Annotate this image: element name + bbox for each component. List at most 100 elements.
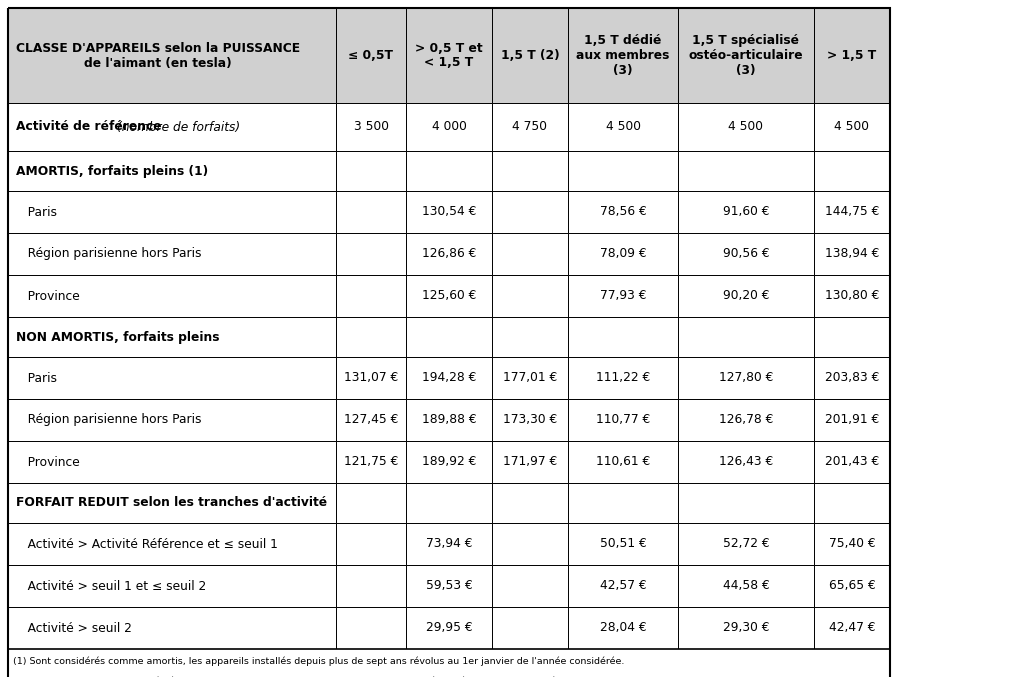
Bar: [406, 233, 492, 275]
Bar: [8, 649, 890, 677]
Text: 50,51 €: 50,51 €: [600, 538, 646, 550]
Text: Paris: Paris: [16, 206, 57, 219]
Bar: [336, 523, 406, 565]
Text: FORFAIT REDUIT selon les tranches d'activité: FORFAIT REDUIT selon les tranches d'acti…: [16, 496, 327, 510]
Bar: [406, 607, 492, 649]
Bar: [336, 8, 406, 103]
Text: Province: Province: [16, 290, 80, 303]
Text: ≤ 0,5T: ≤ 0,5T: [348, 49, 393, 62]
Bar: [814, 191, 890, 233]
Text: 127,45 €: 127,45 €: [344, 414, 398, 427]
Text: 90,20 €: 90,20 €: [723, 290, 769, 303]
Bar: [8, 8, 336, 103]
Text: 126,43 €: 126,43 €: [719, 456, 773, 468]
Text: 121,75 €: 121,75 €: [344, 456, 398, 468]
Bar: [492, 233, 568, 275]
Text: Région parisienne hors Paris: Région parisienne hors Paris: [16, 414, 202, 427]
Text: 73,94 €: 73,94 €: [426, 538, 472, 550]
Text: 126,86 €: 126,86 €: [422, 248, 476, 261]
Bar: [406, 565, 492, 607]
Bar: [406, 103, 492, 151]
Bar: [336, 399, 406, 441]
Bar: [814, 399, 890, 441]
Bar: [814, 483, 890, 523]
Text: 127,80 €: 127,80 €: [719, 372, 773, 385]
Text: 110,61 €: 110,61 €: [596, 456, 650, 468]
Text: Région parisienne hors Paris: Région parisienne hors Paris: [16, 248, 202, 261]
Bar: [568, 523, 678, 565]
Text: 173,30 €: 173,30 €: [503, 414, 557, 427]
Bar: [568, 191, 678, 233]
Text: Activité > seuil 2: Activité > seuil 2: [16, 621, 132, 634]
Bar: [8, 357, 336, 399]
Bar: [568, 483, 678, 523]
Text: 189,88 €: 189,88 €: [422, 414, 476, 427]
Bar: [8, 607, 336, 649]
Bar: [8, 483, 336, 523]
Text: 90,56 €: 90,56 €: [723, 248, 769, 261]
Text: 28,04 €: 28,04 €: [600, 621, 646, 634]
Bar: [406, 8, 492, 103]
Bar: [678, 607, 814, 649]
Bar: [8, 565, 336, 607]
Bar: [568, 103, 678, 151]
Bar: [8, 275, 336, 317]
Bar: [336, 191, 406, 233]
Bar: [336, 233, 406, 275]
Text: Province: Province: [16, 456, 80, 468]
Bar: [678, 357, 814, 399]
Bar: [492, 8, 568, 103]
Bar: [678, 8, 814, 103]
Bar: [406, 275, 492, 317]
Bar: [568, 607, 678, 649]
Text: 144,75 €: 144,75 €: [824, 206, 880, 219]
Bar: [678, 103, 814, 151]
Bar: [678, 317, 814, 357]
Bar: [814, 565, 890, 607]
Bar: [492, 357, 568, 399]
Text: 1,5 T spécialisé
ostéo-articulaire
(3): 1,5 T spécialisé ostéo-articulaire (3): [689, 34, 803, 77]
Bar: [8, 151, 336, 191]
Bar: [336, 357, 406, 399]
Bar: [406, 151, 492, 191]
Text: (nombre de forfaits): (nombre de forfaits): [117, 121, 240, 133]
Bar: [8, 317, 336, 357]
Bar: [336, 317, 406, 357]
Text: 110,77 €: 110,77 €: [596, 414, 650, 427]
Text: 194,28 €: 194,28 €: [422, 372, 476, 385]
Text: 201,43 €: 201,43 €: [825, 456, 880, 468]
Text: 52,72 €: 52,72 €: [723, 538, 769, 550]
Text: 203,83 €: 203,83 €: [824, 372, 880, 385]
Text: 4 500: 4 500: [728, 121, 764, 133]
Text: 65,65 €: 65,65 €: [828, 580, 876, 592]
Bar: [814, 523, 890, 565]
Bar: [678, 441, 814, 483]
Text: 59,53 €: 59,53 €: [426, 580, 472, 592]
Bar: [8, 191, 336, 233]
Text: Activité > seuil 1 et ≤ seuil 2: Activité > seuil 1 et ≤ seuil 2: [16, 580, 206, 592]
Bar: [8, 103, 336, 151]
Bar: [406, 441, 492, 483]
Text: 189,92 €: 189,92 €: [422, 456, 476, 468]
Bar: [814, 151, 890, 191]
Text: 42,57 €: 42,57 €: [600, 580, 646, 592]
Bar: [678, 233, 814, 275]
Bar: [8, 399, 336, 441]
Text: 111,22 €: 111,22 €: [596, 372, 650, 385]
Bar: [492, 275, 568, 317]
Text: 177,01 €: 177,01 €: [503, 372, 557, 385]
Bar: [8, 233, 336, 275]
Text: 126,78 €: 126,78 €: [719, 414, 773, 427]
Text: 125,60 €: 125,60 €: [422, 290, 476, 303]
Text: > 1,5 T: > 1,5 T: [827, 49, 877, 62]
Text: 4 750: 4 750: [512, 121, 548, 133]
Bar: [492, 607, 568, 649]
Bar: [406, 191, 492, 233]
Bar: [336, 607, 406, 649]
Bar: [814, 275, 890, 317]
Text: 138,94 €: 138,94 €: [824, 248, 880, 261]
Bar: [336, 483, 406, 523]
Text: 171,97 €: 171,97 €: [503, 456, 557, 468]
Bar: [678, 191, 814, 233]
Text: > 0,5 T et
< 1,5 T: > 0,5 T et < 1,5 T: [415, 41, 482, 70]
